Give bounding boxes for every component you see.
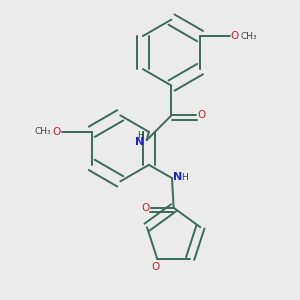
Text: CH₃: CH₃ [240,32,257,40]
Text: O: O [152,262,160,272]
Text: O: O [230,31,239,41]
Text: O: O [197,110,206,120]
Text: N: N [135,137,144,147]
Text: O: O [141,203,149,213]
Text: O: O [53,127,61,137]
Text: H: H [137,131,144,140]
Text: CH₃: CH₃ [34,127,51,136]
Text: N: N [173,172,182,182]
Text: H: H [181,172,188,182]
